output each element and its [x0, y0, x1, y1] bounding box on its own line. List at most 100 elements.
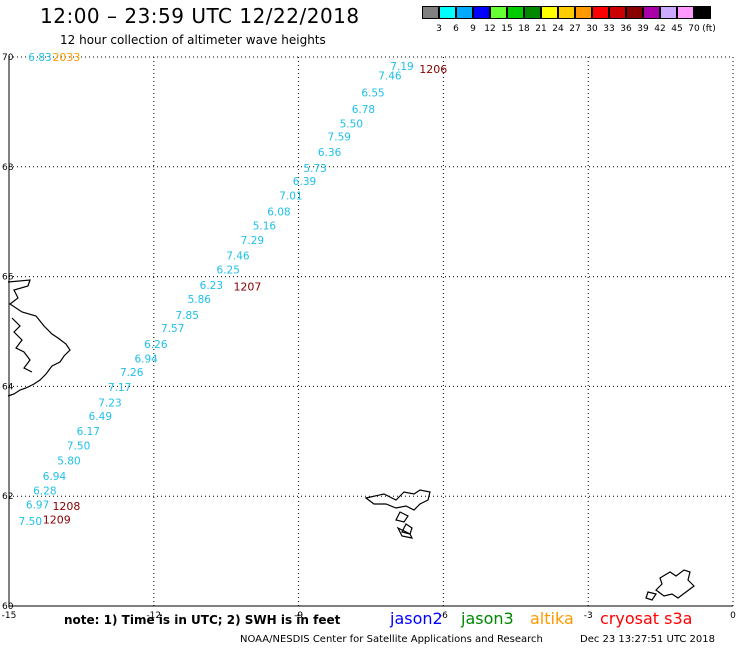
legend-cryosat-s3a: cryosat s3a	[600, 609, 693, 628]
lat-tick-label: 64	[2, 382, 14, 392]
faroe-islands	[364, 489, 431, 539]
scale-swatch	[422, 6, 439, 19]
wave-height-value: 6.28	[33, 486, 56, 498]
credit-line: NOAA/NESDIS Center for Satellite Applica…	[240, 634, 543, 645]
generated-timestamp: Dec 23 13:27:51 UTC 2018	[580, 634, 715, 645]
scale-label: 36	[620, 24, 632, 34]
scale-label: 70	[688, 24, 700, 34]
wave-height-value: 5.16	[253, 221, 277, 233]
scale-unit: (ft)	[702, 24, 716, 34]
scale-swatch	[439, 6, 456, 19]
scale-swatch	[524, 6, 541, 19]
lon-tick-label: -12	[146, 611, 161, 621]
scale-swatch	[507, 6, 524, 19]
wave-height-value: 6.78	[352, 104, 375, 116]
lon-tick-label: -15	[2, 611, 17, 621]
wave-height-color-scale: 3 6 9 12 15 18 21 24 27 30 33 36 39 42 45 70 (ft)	[422, 6, 728, 36]
wave-height-labels: 6.837.197.466.556.785.507.596.365.736.39…	[19, 52, 414, 528]
scale-label: 30	[586, 24, 598, 34]
wave-height-value: 7.01	[279, 190, 302, 202]
scale-swatch	[575, 6, 592, 19]
scale-swatch	[456, 6, 473, 19]
wave-height-value: 6.25	[217, 264, 240, 276]
scale-swatch	[626, 6, 643, 19]
wave-height-value: 6.23	[200, 280, 223, 292]
lon-tick-label: -3	[584, 611, 593, 621]
legend-altika: altika	[530, 609, 574, 628]
scale-swatch	[592, 6, 609, 19]
map-title: 12:00 – 23:59 UTC 12/22/2018	[40, 4, 360, 28]
wave-height-value: 7.50	[19, 516, 42, 528]
scale-label: 42	[654, 24, 666, 34]
legend-jason2: jason2	[390, 609, 443, 628]
note-text: note: 1) Time is in UTC; 2) SWH is in fe…	[64, 613, 341, 627]
wave-height-value: 5.50	[340, 118, 363, 130]
wave-height-value: 6.83	[28, 52, 51, 64]
pass-time-label: 2033	[52, 51, 80, 64]
wave-height-value: 7.17	[108, 382, 131, 394]
wave-height-value: 7.26	[120, 367, 144, 379]
scale-label: 27	[569, 24, 581, 34]
wave-height-value: 6.94	[43, 471, 67, 483]
lat-tick-label: 68	[2, 163, 14, 173]
shetland-islands	[645, 569, 695, 601]
wave-height-value: 6.39	[293, 176, 316, 188]
lat-tick-label: 62	[2, 492, 13, 502]
wave-height-value: 7.85	[176, 310, 199, 322]
wave-height-value: 6.94	[134, 353, 158, 365]
scale-label: 15	[501, 24, 513, 34]
wave-height-value: 6.17	[77, 426, 100, 438]
scale-label: 6	[453, 24, 459, 34]
scale-label: 21	[535, 24, 547, 34]
wave-height-value: 5.73	[303, 163, 326, 175]
lat-tick-label: 70	[2, 53, 14, 63]
scale-swatch	[473, 6, 490, 19]
legend-jason3: jason3	[461, 609, 514, 628]
wave-height-value: 7.50	[67, 441, 90, 453]
lon-tick-label: -9	[294, 611, 303, 621]
scale-swatch	[643, 6, 660, 19]
scale-label: 24	[552, 24, 564, 34]
lon-tick-label: -6	[439, 611, 448, 621]
pass-time-label: 1207	[233, 280, 261, 293]
wave-height-value: 5.80	[57, 456, 80, 468]
wave-height-value: 7.46	[226, 251, 250, 263]
wave-height-value: 5.86	[188, 294, 212, 306]
wave-height-value: 7.23	[98, 397, 121, 409]
pass-time-label: 1209	[43, 513, 71, 526]
scale-swatch	[660, 6, 677, 19]
scale-label: 12	[484, 24, 496, 34]
lat-tick-label: 66	[2, 273, 14, 283]
scale-swatch	[677, 6, 694, 19]
scale-label: 9	[470, 24, 476, 34]
wave-height-value: 6.36	[318, 147, 342, 159]
scale-swatch	[490, 6, 507, 19]
scale-swatch	[609, 6, 626, 19]
map-subtitle: 12 hour collection of altimeter wave hei…	[60, 33, 326, 47]
wave-height-value: 6.49	[89, 411, 112, 423]
wave-height-value: 7.46	[378, 71, 402, 83]
wave-height-value: 7.29	[241, 235, 264, 247]
iceland-coastline	[7, 279, 71, 397]
scale-swatch	[694, 6, 711, 19]
scale-swatch	[558, 6, 575, 19]
wave-height-value: 6.55	[361, 88, 384, 100]
wave-height-value: 6.08	[267, 206, 290, 218]
wave-height-value: 7.59	[328, 132, 351, 144]
wave-height-value: 6.26	[144, 339, 168, 351]
scale-label: 18	[518, 24, 530, 34]
pass-time-label: 1208	[52, 500, 80, 513]
wave-height-value: 6.97	[26, 499, 49, 511]
scale-label: 3	[436, 24, 442, 34]
lat-tick-label: 60	[2, 602, 14, 612]
scale-label: 39	[637, 24, 649, 34]
pass-time-label: 1206	[419, 63, 447, 76]
iceland-coast-inlet	[11, 317, 33, 373]
coastlines	[7, 279, 695, 601]
scale-label: 45	[671, 24, 683, 34]
wave-height-value: 7.19	[390, 61, 413, 73]
scale-swatch	[541, 6, 558, 19]
scale-label: 33	[603, 24, 615, 34]
